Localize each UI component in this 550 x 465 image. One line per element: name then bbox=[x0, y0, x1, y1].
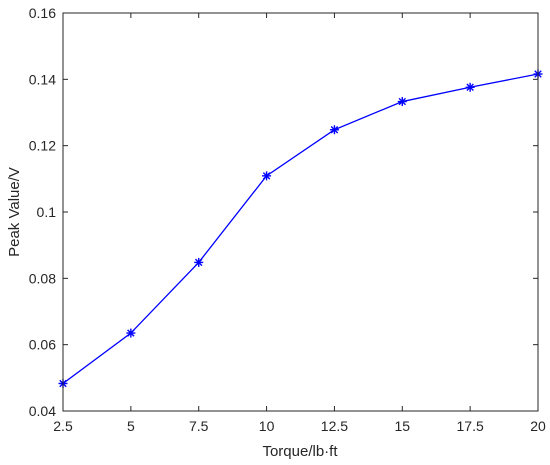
y-tick-labels: 0.04 0.06 0.08 0.1 0.12 0.14 0.16 bbox=[29, 5, 56, 419]
y-tick-label: 0.08 bbox=[29, 270, 56, 286]
data-point-marker bbox=[262, 171, 272, 181]
x-tick-label: 7.5 bbox=[189, 418, 209, 434]
y-tick-label: 0.12 bbox=[29, 138, 56, 154]
data-point-marker bbox=[397, 97, 407, 107]
data-point-marker bbox=[329, 125, 339, 135]
x-tick-labels: 2.5 5 7.5 10 12.5 15 17.5 20 bbox=[53, 418, 546, 434]
x-tick-label: 2.5 bbox=[53, 418, 73, 434]
y-tick-label: 0.04 bbox=[29, 403, 56, 419]
data-point-marker bbox=[126, 328, 136, 338]
plot-area-background bbox=[63, 13, 538, 411]
x-tick-label: 5 bbox=[127, 418, 135, 434]
series-line bbox=[62, 73, 539, 384]
x-tick-label: 17.5 bbox=[457, 418, 484, 434]
data-point-marker bbox=[194, 257, 204, 267]
data-point-marker bbox=[465, 82, 475, 92]
y-tick-label: 0.16 bbox=[29, 5, 56, 21]
plot-frame bbox=[62, 12, 539, 412]
y-tick-label: 0.14 bbox=[29, 71, 56, 87]
x-tick-label: 12.5 bbox=[321, 418, 348, 434]
y-axis-label: Peak Value/V bbox=[6, 167, 23, 257]
x-tick-label: 10 bbox=[259, 418, 275, 434]
x-axis-label: Torque/lb·ft bbox=[262, 443, 338, 460]
y-tick-label: 0.06 bbox=[29, 337, 56, 353]
x-tick-label: 15 bbox=[394, 418, 410, 434]
x-tick-label: 20 bbox=[530, 418, 546, 434]
y-tick-label: 0.1 bbox=[37, 204, 57, 220]
